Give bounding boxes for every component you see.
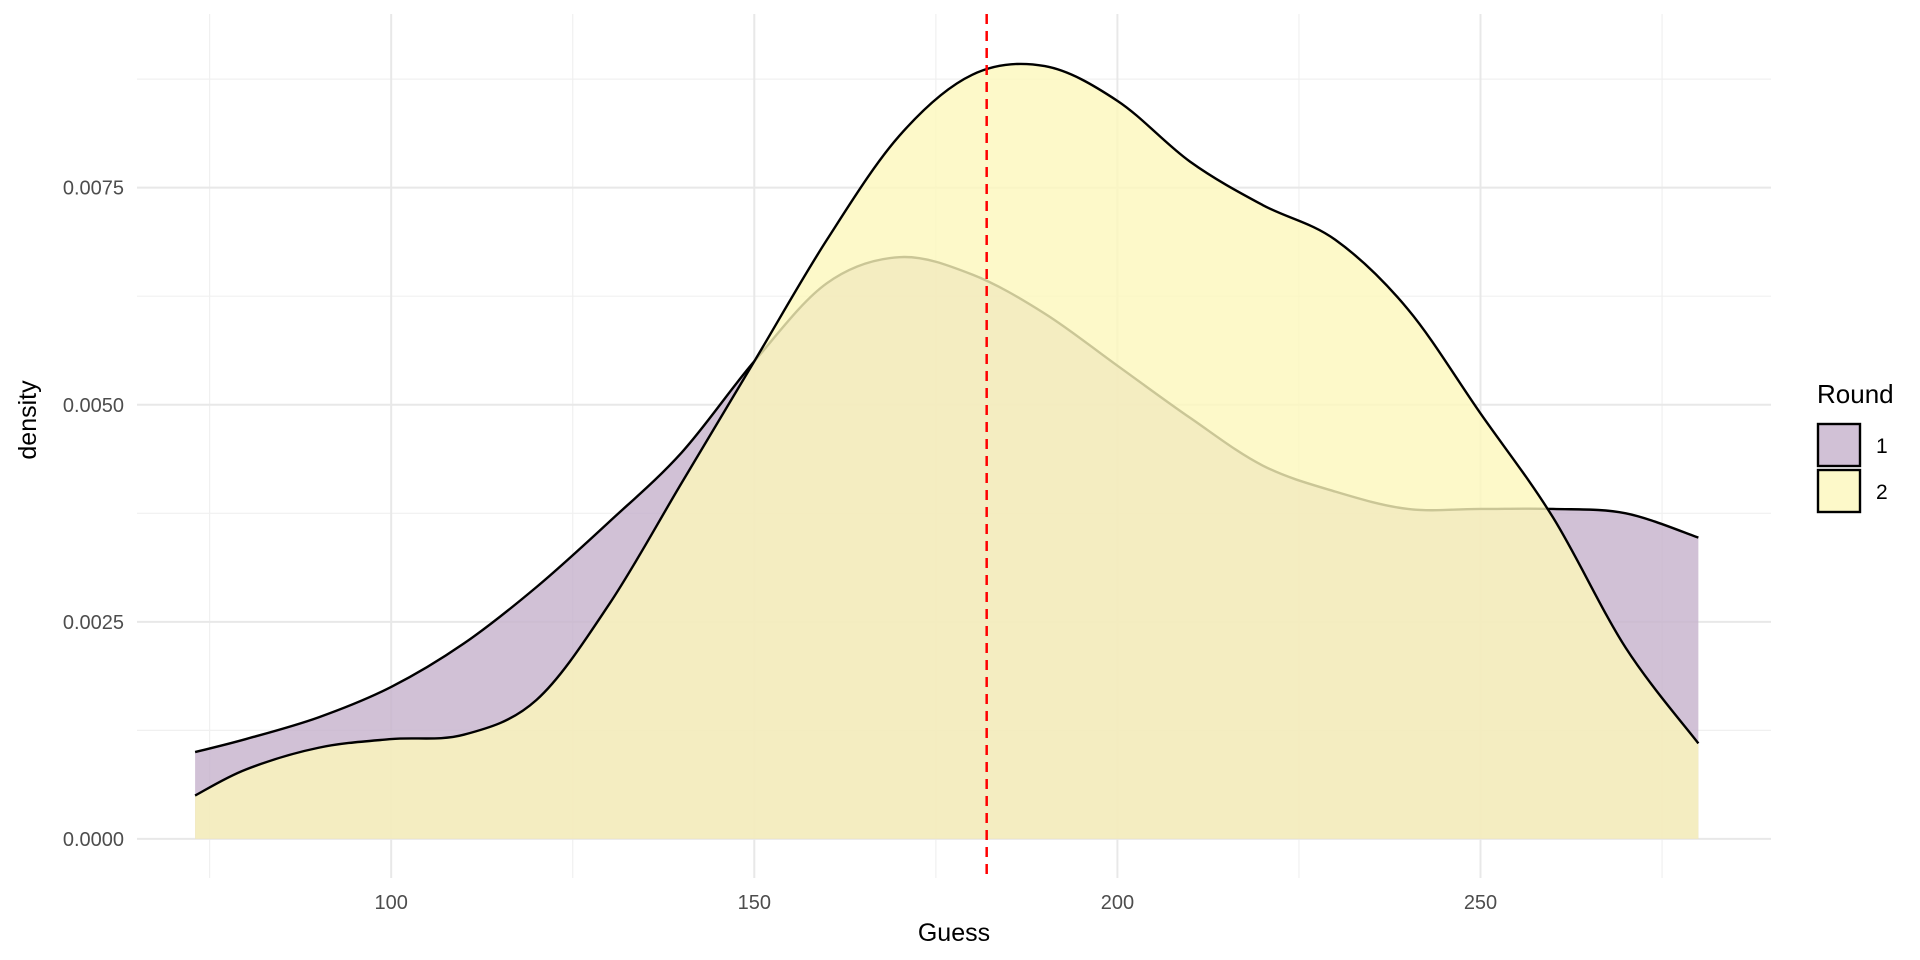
- legend-key-round-1: [1816, 422, 1862, 468]
- y-tick-label: 0.0025: [63, 612, 124, 634]
- x-tick-label: 100: [374, 892, 407, 914]
- y-axis-title: density: [14, 380, 42, 460]
- x-tick-labels: 100 150 200 250: [374, 892, 1497, 914]
- y-tick-label: 0.0075: [63, 178, 124, 200]
- y-tick-labels: 0.0000 0.0025 0.0050 0.0075: [63, 178, 124, 851]
- x-tick-label: 250: [1464, 892, 1497, 914]
- x-tick-label: 200: [1101, 892, 1134, 914]
- legend-items: 12: [1816, 422, 1888, 514]
- density-area-round-2: [195, 63, 1699, 839]
- density-areas: [194, 62, 1700, 839]
- legend: Round 12: [1816, 379, 1894, 514]
- y-tick-label: 0.0000: [63, 829, 124, 851]
- legend-label-round-2: 2: [1876, 481, 1888, 504]
- legend-label-round-1: 1: [1876, 435, 1888, 458]
- density-curve-round-2: [194, 62, 1700, 797]
- legend-title: Round: [1817, 379, 1894, 409]
- legend-key-round-2: [1816, 468, 1862, 514]
- x-tick-label: 150: [738, 892, 771, 914]
- x-axis-title: Guess: [918, 919, 990, 947]
- y-tick-label: 0.0050: [63, 395, 124, 417]
